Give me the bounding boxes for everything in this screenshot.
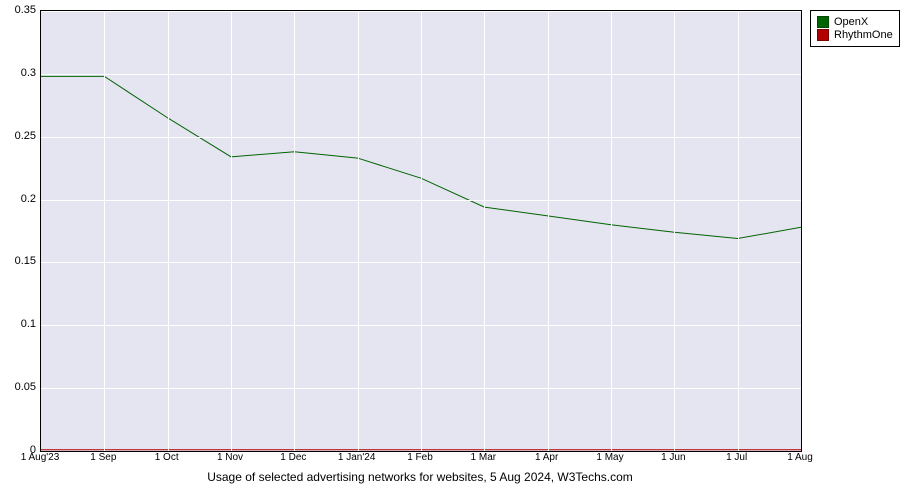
chart-container: OpenX RhythmOne Usage of selected advert… bbox=[0, 0, 900, 500]
chart-caption: Usage of selected advertising networks f… bbox=[0, 470, 840, 484]
legend-item: OpenX bbox=[817, 16, 893, 28]
gridline-vertical bbox=[231, 11, 232, 451]
x-axis-label: 1 Dec bbox=[280, 452, 306, 463]
legend: OpenX RhythmOne bbox=[810, 10, 900, 47]
gridline-vertical bbox=[421, 11, 422, 451]
x-axis-label: 1 Feb bbox=[407, 452, 433, 463]
gridline-vertical bbox=[104, 11, 105, 451]
x-axis-label: 1 Aug bbox=[787, 452, 813, 463]
y-axis-label: 0.05 bbox=[2, 381, 36, 393]
gridline-vertical bbox=[484, 11, 485, 451]
x-axis-label: 1 Apr bbox=[535, 452, 558, 463]
gridline-vertical bbox=[611, 11, 612, 451]
x-axis-label: 1 Sep bbox=[90, 452, 116, 463]
legend-label: RhythmOne bbox=[834, 29, 893, 41]
y-axis-label: 0.15 bbox=[2, 255, 36, 267]
x-axis-label: 1 Jul bbox=[726, 452, 747, 463]
gridline-vertical bbox=[294, 11, 295, 451]
y-axis-label: 0.1 bbox=[2, 318, 36, 330]
legend-item: RhythmOne bbox=[817, 29, 893, 41]
gridline-vertical bbox=[674, 11, 675, 451]
legend-swatch bbox=[817, 29, 829, 41]
y-axis-label: 0.2 bbox=[2, 193, 36, 205]
x-axis-label: 1 Oct bbox=[155, 452, 179, 463]
plot-area bbox=[40, 10, 802, 452]
gridline-vertical bbox=[168, 11, 169, 451]
x-axis-label: 1 Mar bbox=[471, 452, 497, 463]
x-axis-label: 1 Aug'23 bbox=[21, 452, 60, 463]
legend-label: OpenX bbox=[834, 16, 868, 28]
y-axis-label: 0.35 bbox=[2, 4, 36, 16]
x-axis-label: 1 Jun bbox=[661, 452, 685, 463]
y-axis-label: 0.25 bbox=[2, 130, 36, 142]
gridline-vertical bbox=[548, 11, 549, 451]
x-axis-label: 1 Nov bbox=[217, 452, 243, 463]
legend-swatch bbox=[817, 16, 829, 28]
x-axis-label: 1 May bbox=[596, 452, 623, 463]
x-axis-label: 1 Jan'24 bbox=[338, 452, 376, 463]
y-axis-label: 0.3 bbox=[2, 67, 36, 79]
gridline-vertical bbox=[738, 11, 739, 451]
gridline-vertical bbox=[358, 11, 359, 451]
